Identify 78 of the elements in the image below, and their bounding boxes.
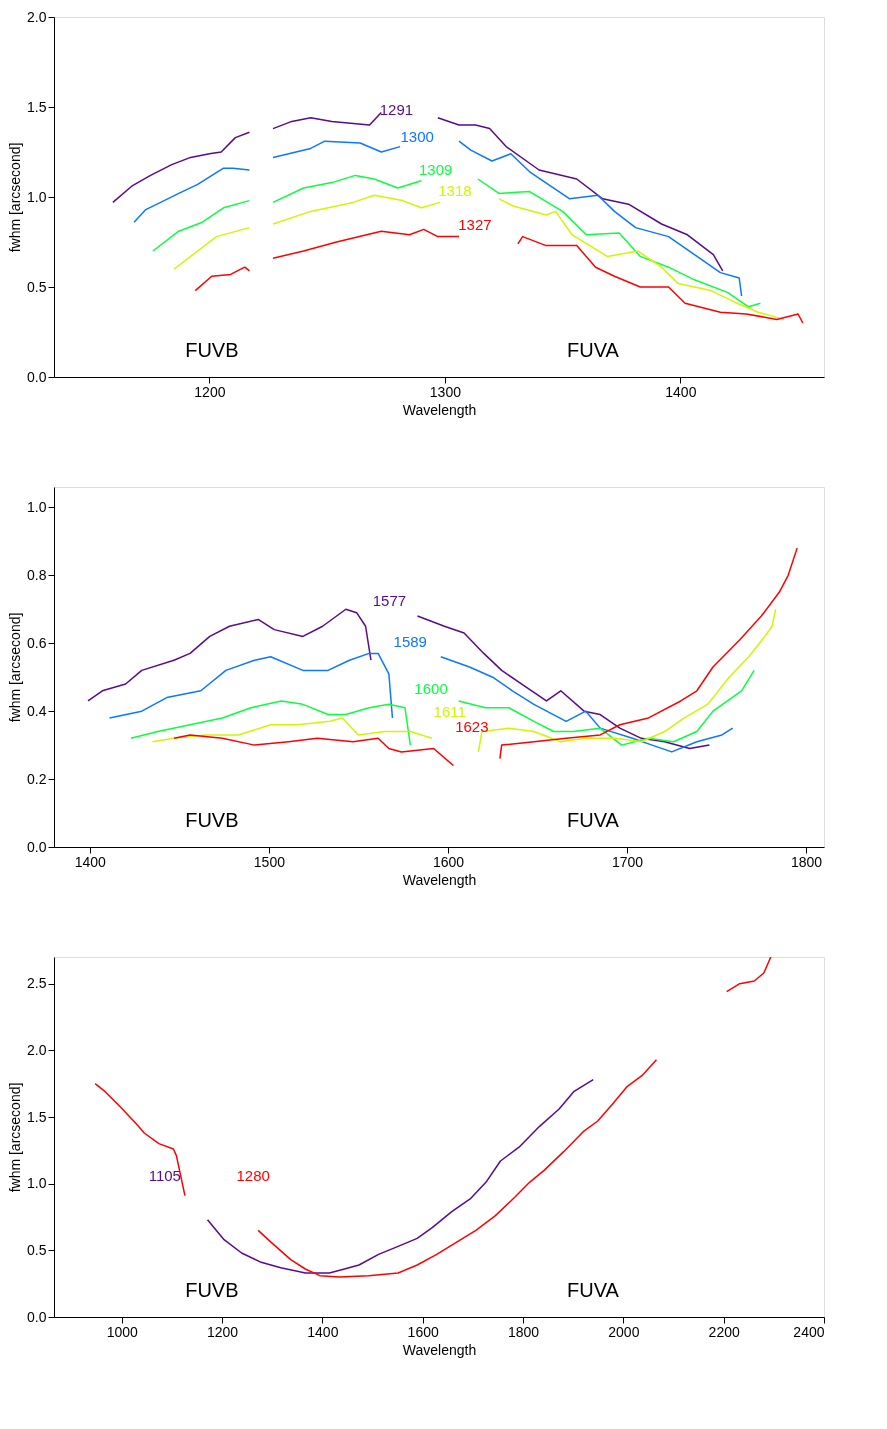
line-series (272, 111, 383, 130)
y-tick-label: 2.0 (27, 1041, 47, 1058)
line-series (206, 1078, 594, 1274)
y-tick-label: 1.0 (27, 188, 47, 205)
line-series (499, 547, 798, 760)
x-tick-label: 2000 (608, 1323, 640, 1340)
annotation: FUVA (567, 338, 620, 361)
x-axis-title: Wavelength (402, 401, 477, 418)
y-axis-title: fwhm [arcsecond] (7, 142, 24, 253)
x-axis-title: Wavelength (402, 871, 477, 888)
line-series (173, 226, 251, 270)
y-axis-title: fwhm [arcsecond] (7, 1082, 24, 1193)
line-series (130, 700, 412, 746)
x-tick-label: 1000 (106, 1323, 138, 1340)
line-series (133, 167, 251, 223)
line-series (194, 266, 251, 292)
annotation: 1280 (236, 1167, 270, 1185)
y-tick-label: 1.0 (27, 498, 47, 515)
x-tick-label: 1400 (74, 853, 107, 870)
annotation: FUVB (185, 808, 239, 831)
line-series (498, 198, 785, 321)
y-tick-label: 0.0 (27, 838, 47, 855)
y-tick-label: 1.5 (27, 1108, 47, 1125)
annotation: FUVA (567, 1278, 620, 1301)
x-axis-title: Wavelength (402, 1341, 477, 1358)
line-series (173, 734, 455, 767)
x-tick-label: 1700 (611, 853, 644, 870)
annotation: 1589 (393, 633, 427, 651)
annotation: 1623 (455, 718, 489, 736)
y-tick-label: 0.4 (27, 702, 47, 719)
annotation: 1318 (438, 181, 472, 199)
annotation: 1291 (379, 101, 414, 119)
y-tick-label: 0.6 (27, 634, 47, 651)
x-tick-label: 1500 (253, 853, 286, 870)
line-series (152, 199, 251, 252)
annotation: FUVA (567, 808, 620, 831)
x-tick-label: 1600 (432, 853, 465, 870)
line-series (87, 608, 372, 702)
annotation: 1327 (458, 215, 492, 233)
x-tick-label: 1400 (307, 1323, 339, 1340)
y-axis-title: fwhm [arcsecond] (7, 612, 24, 723)
line-series (725, 957, 772, 993)
line-series (272, 174, 423, 204)
x-tick-label: 2400 (793, 1323, 825, 1340)
y-tick-label: 0.5 (27, 278, 47, 295)
line-series (151, 717, 433, 743)
x-tick-label: 1200 (194, 383, 226, 400)
annotation: 1105 (148, 1167, 181, 1185)
x-tick-label: 1400 (665, 383, 697, 400)
line-series (272, 140, 401, 159)
annotation: 1309 (418, 161, 453, 179)
y-tick-label: 2.5 (27, 975, 47, 992)
line-series (108, 652, 394, 719)
annotation: FUVB (185, 338, 239, 361)
y-tick-label: 0.5 (27, 1241, 47, 1258)
line-series (517, 235, 804, 324)
line-series (272, 194, 441, 225)
y-tick-label: 0.0 (27, 1308, 47, 1325)
y-tick-label: 0.2 (27, 770, 47, 787)
y-tick-label: 0.8 (27, 566, 47, 583)
x-tick-label: 1800 (791, 853, 823, 870)
line-series (112, 131, 251, 204)
x-tick-label: 1600 (407, 1323, 439, 1340)
x-tick-label: 1200 (206, 1323, 239, 1340)
line-series (94, 1082, 186, 1197)
annotation: 1600 (414, 679, 448, 697)
y-tick-label: 1.0 (27, 1175, 47, 1192)
y-tick-label: 1.5 (27, 98, 47, 115)
annotation: 1611 (433, 703, 466, 720)
annotation: 1577 (372, 592, 407, 610)
x-tick-label: 1800 (507, 1323, 540, 1340)
x-tick-label: 2200 (708, 1323, 740, 1340)
y-tick-label: 2.0 (27, 8, 47, 25)
line-series (272, 228, 460, 259)
annotation: 1300 (400, 127, 434, 145)
y-tick-label: 0.0 (27, 368, 47, 385)
annotation: FUVB (185, 1278, 239, 1301)
x-tick-label: 1300 (429, 383, 462, 400)
